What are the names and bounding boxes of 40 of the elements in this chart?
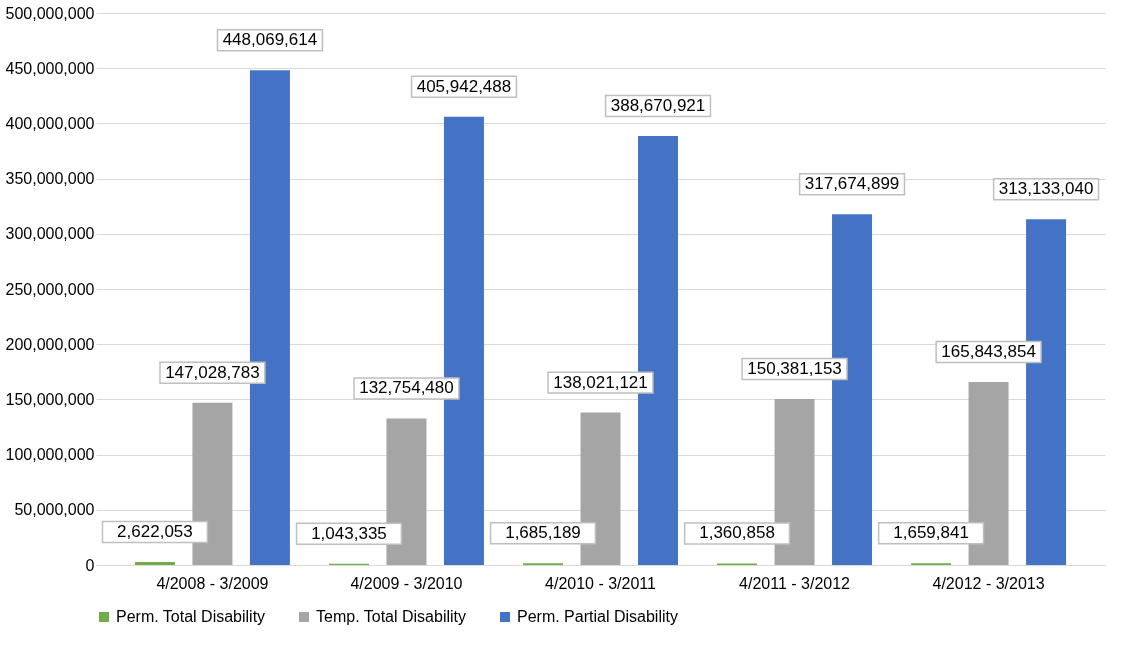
y-tick-label: 0	[85, 556, 95, 574]
data-label: 1,685,189	[505, 523, 581, 543]
data-label: 2,622,053	[117, 522, 193, 542]
data-label: 132,754,480	[359, 378, 454, 398]
y-tick-label: 300,000,000	[5, 225, 95, 243]
data-label: 150,381,153	[747, 358, 842, 378]
y-tick-label: 100,000,000	[5, 446, 95, 464]
data-label: 1,360,858	[699, 523, 775, 543]
y-tick-label: 400,000,000	[5, 114, 95, 132]
data-label: 147,028,783	[165, 362, 260, 382]
data-label: 313,133,040	[998, 179, 1094, 199]
legend-label: Temp. Total Disability	[316, 608, 466, 625]
y-tick-label: 500,000,000	[5, 4, 95, 22]
data-label: 388,670,921	[610, 95, 706, 115]
x-tick-label: 4/2010 - 3/2011	[545, 574, 657, 592]
x-tick-label: 4/2012 - 3/2013	[932, 574, 1045, 592]
data-label: 448,069,614	[222, 30, 318, 50]
bar	[134, 562, 175, 565]
data-label: 138,021,121	[553, 372, 648, 392]
y-tick-label: 250,000,000	[5, 280, 95, 298]
data-label: 1,043,335	[311, 523, 387, 543]
bar	[774, 398, 815, 565]
y-tick-label: 350,000,000	[5, 170, 95, 188]
y-tick-label: 150,000,000	[5, 390, 95, 408]
data-label: 317,674,899	[804, 174, 900, 194]
legend-label: Perm. Partial Disability	[517, 608, 678, 625]
bar	[580, 412, 621, 565]
x-tick-label: 4/2011 - 3/2012	[739, 574, 851, 592]
legend-label: Perm. Total Disability	[116, 608, 266, 625]
data-label: 165,843,854	[941, 341, 1036, 361]
data-label: 1,659,841	[893, 523, 969, 543]
data-label: 405,942,488	[416, 76, 512, 96]
y-tick-label: 200,000,000	[5, 335, 95, 353]
x-tick-label: 4/2009 - 3/2010	[350, 574, 463, 592]
y-tick-label: 450,000,000	[5, 59, 95, 77]
bar	[192, 402, 233, 565]
x-tick-label: 4/2008 - 3/2009	[156, 574, 269, 592]
bar	[386, 418, 427, 565]
y-tick-label: 50,000,000	[14, 501, 95, 519]
bar	[968, 381, 1009, 565]
